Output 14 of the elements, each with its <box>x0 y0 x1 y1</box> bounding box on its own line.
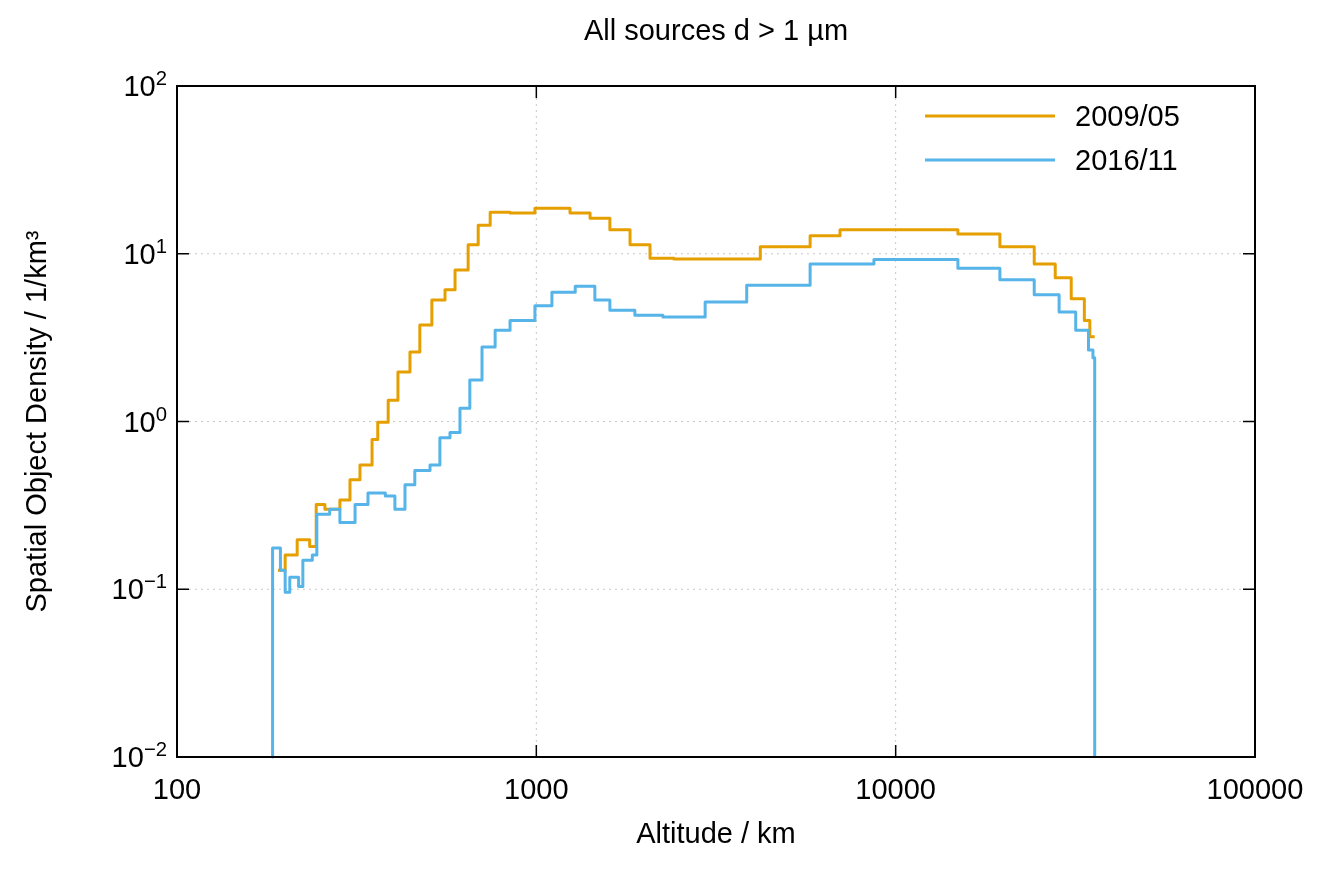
legend-label: 2016/11 <box>1075 144 1178 176</box>
y-tick-label: 10$^{2}$ <box>123 67 167 102</box>
y-axis-title: Spatial Object Density / 1/km³ <box>20 230 52 613</box>
x-tick-label: 10000 <box>855 773 936 805</box>
x-axis-title: Altitude / km <box>636 817 796 849</box>
y-tick-label: 10$^{0}$ <box>123 402 167 438</box>
y-tick-label: 10$^{−1}$ <box>111 570 167 606</box>
y-tick-label: 10$^{1}$ <box>123 234 167 270</box>
chart-title: All sources d > 1 µm <box>583 14 849 46</box>
x-tick-label: 100000 <box>1206 773 1304 805</box>
x-tick-label: 1000 <box>504 773 569 805</box>
x-tick-label: 100 <box>152 773 202 805</box>
legend-label: 2009/05 <box>1075 100 1180 132</box>
y-tick-label: 10$^{−2}$ <box>111 738 167 773</box>
